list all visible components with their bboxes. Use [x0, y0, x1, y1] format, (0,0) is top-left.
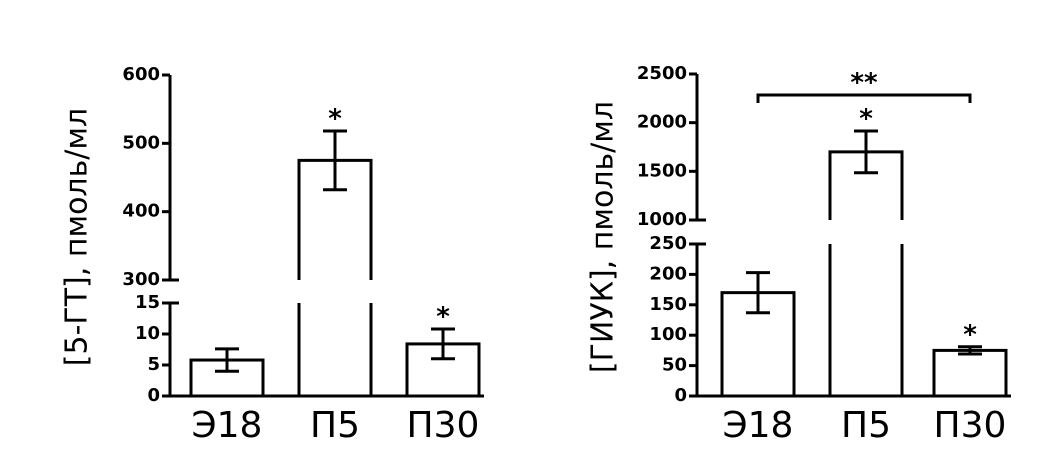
y-tick-label: 2000: [637, 112, 687, 133]
bar: [932, 348, 1008, 398]
chart-hiaa: 0 50 100 150 200 250 1000 1500 2000 2500 Э18 * П5 * П3…: [637, 63, 1011, 446]
y-tick-label: 1500: [637, 160, 687, 181]
y-tick-label: 200: [649, 263, 687, 284]
x-tick-label: П30: [934, 405, 1007, 446]
y-tick-label: 500: [122, 132, 160, 153]
bar: [189, 358, 265, 398]
y-axis-label-right: [ГИУК], пмоль/мл: [586, 101, 621, 373]
y-tick-label: 1000: [637, 209, 687, 230]
x-tick-label: П30: [407, 405, 480, 446]
y-tick-label: 15: [135, 292, 160, 313]
y-tick-label: 0: [147, 385, 160, 406]
bracket-significance-marker: **: [850, 68, 878, 98]
significance-marker: *: [859, 104, 873, 134]
x-tick-label: Э18: [723, 405, 794, 446]
y-tick-label: 0: [674, 385, 687, 406]
y-tick-label: 150: [649, 294, 687, 315]
significance-marker: *: [328, 104, 342, 134]
y-tick-label: 10: [135, 323, 160, 344]
y-tick-label: 600: [122, 64, 160, 85]
y-tick-label: 100: [649, 324, 687, 345]
x-tick-label: П5: [310, 405, 360, 446]
significance-marker: *: [436, 302, 450, 332]
y-tick-label: 300: [122, 269, 160, 290]
significance-marker: *: [963, 320, 977, 350]
x-tick-label: П5: [841, 405, 891, 446]
y-axis-label-left: [5-ГТ], пмоль/мл: [60, 108, 95, 366]
y-tick-label: 250: [649, 233, 687, 254]
y-tick-label: 2500: [637, 63, 687, 84]
y-tick-label: 50: [662, 355, 687, 376]
y-tick-label: 400: [122, 201, 160, 222]
y-tick-label: 5: [147, 354, 160, 375]
x-tick-label: Э18: [192, 405, 263, 446]
comparison-bracket: [756, 93, 972, 103]
